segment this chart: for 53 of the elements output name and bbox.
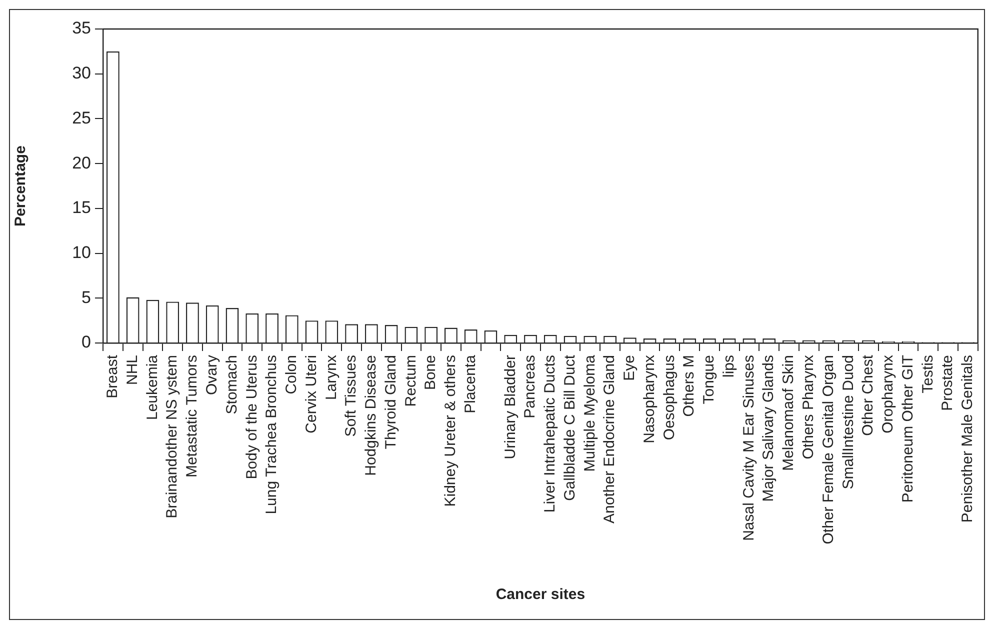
- y-tick-label: 5: [82, 288, 91, 307]
- x-tick-label: Metastatic Tumors: [184, 355, 201, 478]
- x-tick-label: Ovary: [204, 354, 220, 396]
- x-tick-label: Body of the Uterus: [243, 355, 260, 480]
- y-tick-label: 10: [72, 242, 91, 262]
- x-tick-label: Leukemia: [144, 354, 161, 420]
- x-tick-label: Testis: [919, 355, 936, 394]
- x-tick-label: Nasopharynx: [640, 354, 658, 444]
- x-tick-label: SmallIntestine Duod: [840, 355, 857, 490]
- x-tick-label: Thyroid Gland: [382, 355, 400, 450]
- x-tick-label: Eye: [621, 355, 638, 381]
- x-tick-label: Nasal Cavity M Ear Sinuses: [740, 355, 758, 541]
- x-tick-label: Kidney Ureter & others: [442, 355, 460, 507]
- x-tick-label: Another Endocrine Gland: [601, 355, 618, 524]
- x-tick-label: Major Salivary Glands: [760, 355, 778, 502]
- y-tick-label: 35: [72, 18, 91, 38]
- x-tick-label: Oropharynx: [880, 354, 897, 434]
- y-tick-label: 20: [72, 153, 91, 172]
- y-tick-label: 0: [82, 332, 91, 352]
- x-tick-label: Soft Tissues: [342, 355, 360, 437]
- x-tick-label: Bone: [422, 355, 440, 390]
- x-tick-label: Stomach: [223, 355, 240, 414]
- x-tick-label: Multiple Myeloma: [581, 354, 598, 472]
- x-tick-label: Brainandother NS ystem: [164, 355, 181, 518]
- x-tick-label: Tongue: [700, 355, 718, 404]
- x-tick-label: Placenta: [462, 354, 479, 414]
- x-tick-label: Lung Trachea Bronchus: [263, 355, 280, 514]
- x-tick-label: Breast: [104, 354, 122, 398]
- y-axis-title: Percentage: [12, 146, 30, 226]
- x-tick-label: Penisother Male Genitals: [959, 355, 976, 523]
- x-tick-label: Pancreas: [522, 355, 539, 418]
- x-tick-label: Liver Intrahepatic Ducts: [542, 355, 559, 513]
- x-tick-label: Urinary Bladder: [502, 355, 519, 460]
- y-tick-label: 30: [72, 64, 91, 83]
- x-tick-label: Other Chest: [860, 354, 877, 436]
- x-tick-label: lips: [720, 355, 738, 378]
- x-axis-title: Cancer sites: [496, 586, 586, 604]
- x-tick-label: Gallbladde C Bill Duct: [561, 354, 578, 501]
- x-tick-label: Others M: [680, 355, 698, 417]
- x-tick-label: Prostate: [939, 355, 956, 411]
- x-tick-label: Other Female Genital Organ: [820, 355, 837, 544]
- x-tick-label: Melanomaof Skin: [780, 355, 798, 471]
- x-tick-label: Peritoneum Other GIT: [899, 355, 916, 503]
- x-tick-label: Colon: [283, 355, 300, 394]
- y-tick-label: 25: [72, 108, 91, 128]
- x-tick-label: Others Pharynx: [800, 354, 818, 460]
- x-tick-label: Oesophagus: [660, 355, 678, 440]
- x-tick-label: Hodgkins Disease: [362, 355, 380, 476]
- x-tick-label: NHL: [124, 355, 141, 386]
- y-tick-label: 15: [72, 198, 91, 218]
- x-tick-label: Cervix Uteri: [302, 355, 320, 434]
- x-tick-label: Rectum: [402, 355, 420, 407]
- x-tick-label: Larynx: [322, 354, 340, 400]
